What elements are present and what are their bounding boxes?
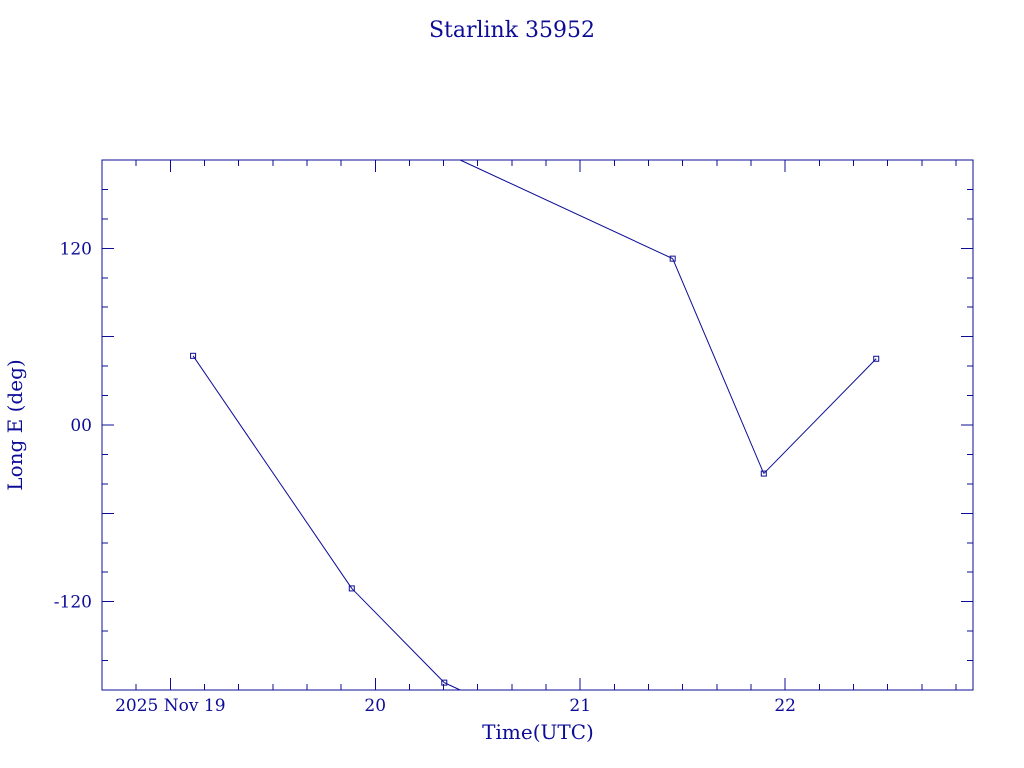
series-points [190,255,880,686]
series-segment [459,159,673,260]
axis-ticks [101,160,973,690]
y-axis-label: Long E (deg) [3,359,27,490]
y-tick-label: 120 [60,239,92,259]
data-point [441,679,448,686]
data-point [669,255,676,262]
y-tick-label: 00 [70,416,92,436]
x-tick-label: 22 [774,696,796,716]
series-segment [672,258,765,474]
plot-frame [101,159,974,691]
series-lines [192,159,877,691]
series-segment [351,588,445,683]
data-point [760,470,767,477]
x-tick-label: 21 [569,696,591,716]
y-tick-labels: 120 00 -120 [54,239,92,612]
x-tick-labels: 2025 Nov 19 20 21 22 [115,696,796,716]
x-axis-label: Time(UTC) [482,720,594,744]
y-tick-label: -120 [54,593,92,613]
x-tick-label: 20 [364,696,386,716]
series-segment [192,355,353,589]
x-tick-label: 2025 Nov 19 [115,696,225,716]
data-point [190,352,197,359]
chart-title: Starlink 35952 [429,18,595,43]
data-point [348,585,355,592]
data-point [873,355,880,362]
series-segment [763,358,877,474]
